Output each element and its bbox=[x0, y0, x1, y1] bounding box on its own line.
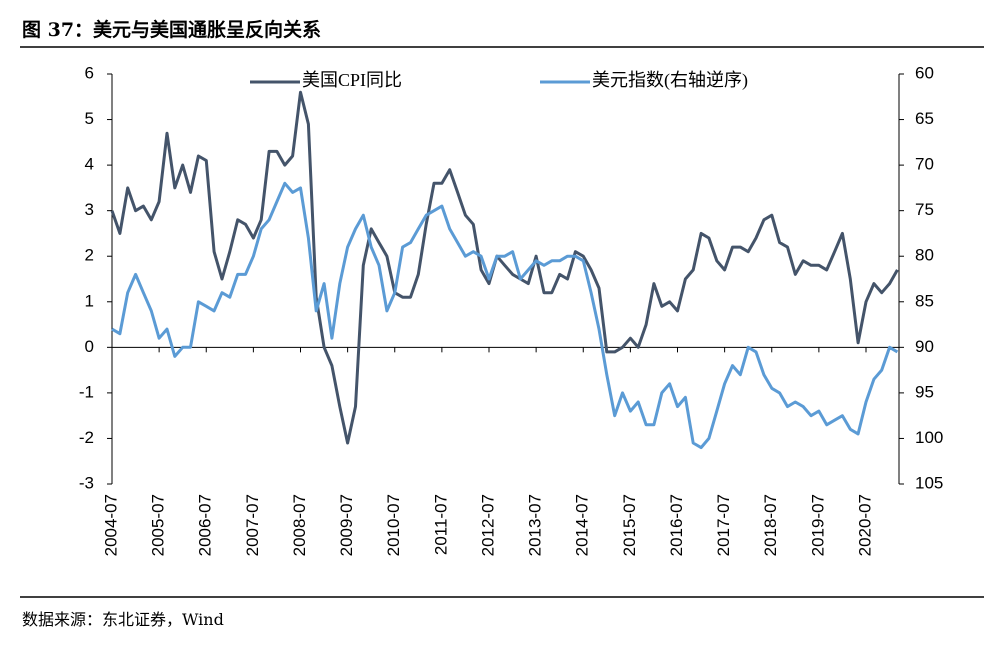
y2-tick-label: 85 bbox=[915, 291, 934, 310]
x-tick-label: 2008-07 bbox=[290, 494, 309, 556]
y-tick-label: 5 bbox=[85, 109, 94, 128]
x-tick-label: 2004-07 bbox=[101, 494, 120, 556]
legend-label: 美国CPI同比 bbox=[302, 70, 402, 90]
x-tick-label: 2011-07 bbox=[431, 494, 450, 555]
y2-tick-label: 75 bbox=[915, 200, 934, 219]
y-tick-label: 1 bbox=[85, 291, 94, 310]
y-tick-label: 4 bbox=[85, 155, 94, 174]
x-tick-label: 2009-07 bbox=[337, 494, 356, 556]
y-tick-label: -3 bbox=[79, 473, 94, 492]
legend-label: 美元指数(右轴逆序) bbox=[592, 70, 748, 91]
y2-tick-label: 105 bbox=[915, 473, 943, 492]
x-tick-label: 2015-07 bbox=[620, 494, 639, 556]
y-tick-label: -2 bbox=[79, 428, 94, 447]
y-tick-label: 0 bbox=[85, 337, 94, 356]
x-tick-label: 2018-07 bbox=[761, 494, 780, 556]
y-tick-label: 3 bbox=[85, 200, 94, 219]
y-tick-label: 6 bbox=[85, 63, 94, 82]
x-tick-label: 2013-07 bbox=[526, 494, 545, 556]
chart-title: 图 37：美元与美国通胀呈反向关系 bbox=[22, 18, 321, 41]
series-line bbox=[110, 90, 899, 445]
x-tick-label: 2017-07 bbox=[714, 494, 733, 556]
x-tick-label: 2006-07 bbox=[196, 494, 215, 556]
x-tick-label: 2014-07 bbox=[573, 494, 592, 556]
x-tick-label: 2005-07 bbox=[149, 494, 168, 556]
x-tick-label: 2019-07 bbox=[808, 494, 827, 556]
x-tick-label: 2012-07 bbox=[478, 494, 497, 556]
y2-tick-label: 60 bbox=[915, 63, 934, 82]
y2-tick-label: 90 bbox=[915, 337, 934, 356]
y-tick-label: 2 bbox=[85, 246, 94, 265]
y2-tick-label: 100 bbox=[915, 428, 943, 447]
source: 数据来源：东北证券，Wind bbox=[22, 610, 224, 629]
x-tick-label: 2010-07 bbox=[384, 494, 403, 556]
y2-tick-label: 80 bbox=[915, 246, 934, 265]
y-tick-label: -1 bbox=[79, 382, 94, 401]
y2-tick-label: 70 bbox=[915, 155, 934, 174]
series-line bbox=[111, 181, 899, 450]
y2-tick-label: 95 bbox=[915, 382, 934, 401]
x-tick-label: 2007-07 bbox=[243, 494, 262, 556]
y2-tick-label: 65 bbox=[915, 109, 934, 128]
x-tick-label: 2020-07 bbox=[855, 494, 874, 556]
x-tick-label: 2016-07 bbox=[667, 494, 686, 556]
